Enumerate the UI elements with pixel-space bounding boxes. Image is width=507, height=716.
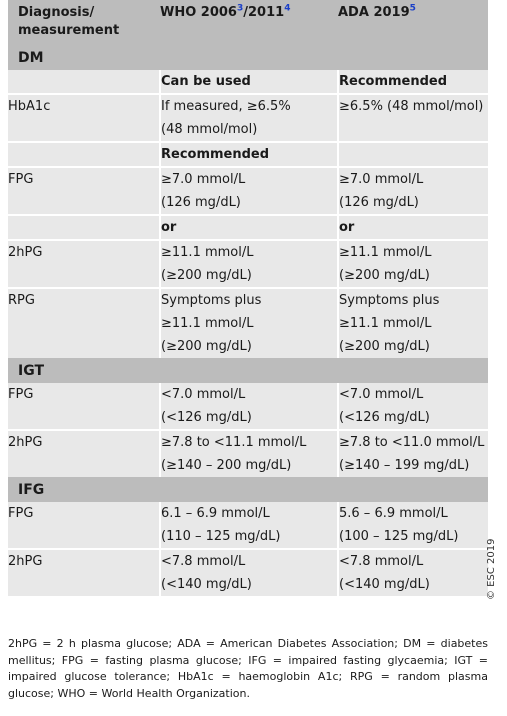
section-dm: DM [8, 45, 488, 70]
section-igt: IGT [8, 358, 488, 383]
table-footnote: 2hPG = 2 h plasma glucose; ADA = America… [8, 637, 488, 700]
diagnostic-criteria-table: Diagnosis/measurement WHO 20063/20114 AD… [8, 0, 488, 596]
header-who: WHO 20063/20114 [160, 0, 338, 45]
section-ifg: IFG [8, 477, 488, 502]
table-row: Can be used Recommended [8, 70, 488, 94]
table-row: FPG <7.0 mmol/L (<126 mg/dL) <7.0 mmol/L(… [8, 383, 488, 430]
table-row: 2hPG ≥11.1 mmol/L (≥200 mg/dL) ≥11.1 mmol… [8, 239, 488, 288]
table-row: 2hPG <7.8 mmol/L (<140 mg/dL) <7.8 mmol/L… [8, 548, 488, 596]
copyright-notice: © ESC 2019 [486, 538, 497, 600]
table-row: 2hPG ≥7.8 to <11.1 mmol/L (≥140 – 200 mg/… [8, 429, 488, 477]
table-row: FPG 6.1 – 6.9 mmol/L (110 – 125 mg/dL) 5.… [8, 502, 488, 549]
table-row: HbA1c If measured, ≥6.5% (48 mmol/mol) ≥6… [8, 93, 488, 142]
header-diagnosis: Diagnosis/measurement [8, 0, 160, 45]
table-row: FPG ≥7.0 mmol/L (126 mg/dL) ≥7.0 mmol/L (1… [8, 166, 488, 215]
table-row: or or [8, 214, 488, 240]
header-ada: ADA 20195 [338, 0, 488, 45]
table-header-row: Diagnosis/measurement WHO 20063/20114 AD… [8, 0, 488, 45]
table-row: Recommended [8, 141, 488, 167]
table-row: RPG Symptoms plus ≥11.1 mmol/L (≥200 mg/dL… [8, 287, 488, 358]
